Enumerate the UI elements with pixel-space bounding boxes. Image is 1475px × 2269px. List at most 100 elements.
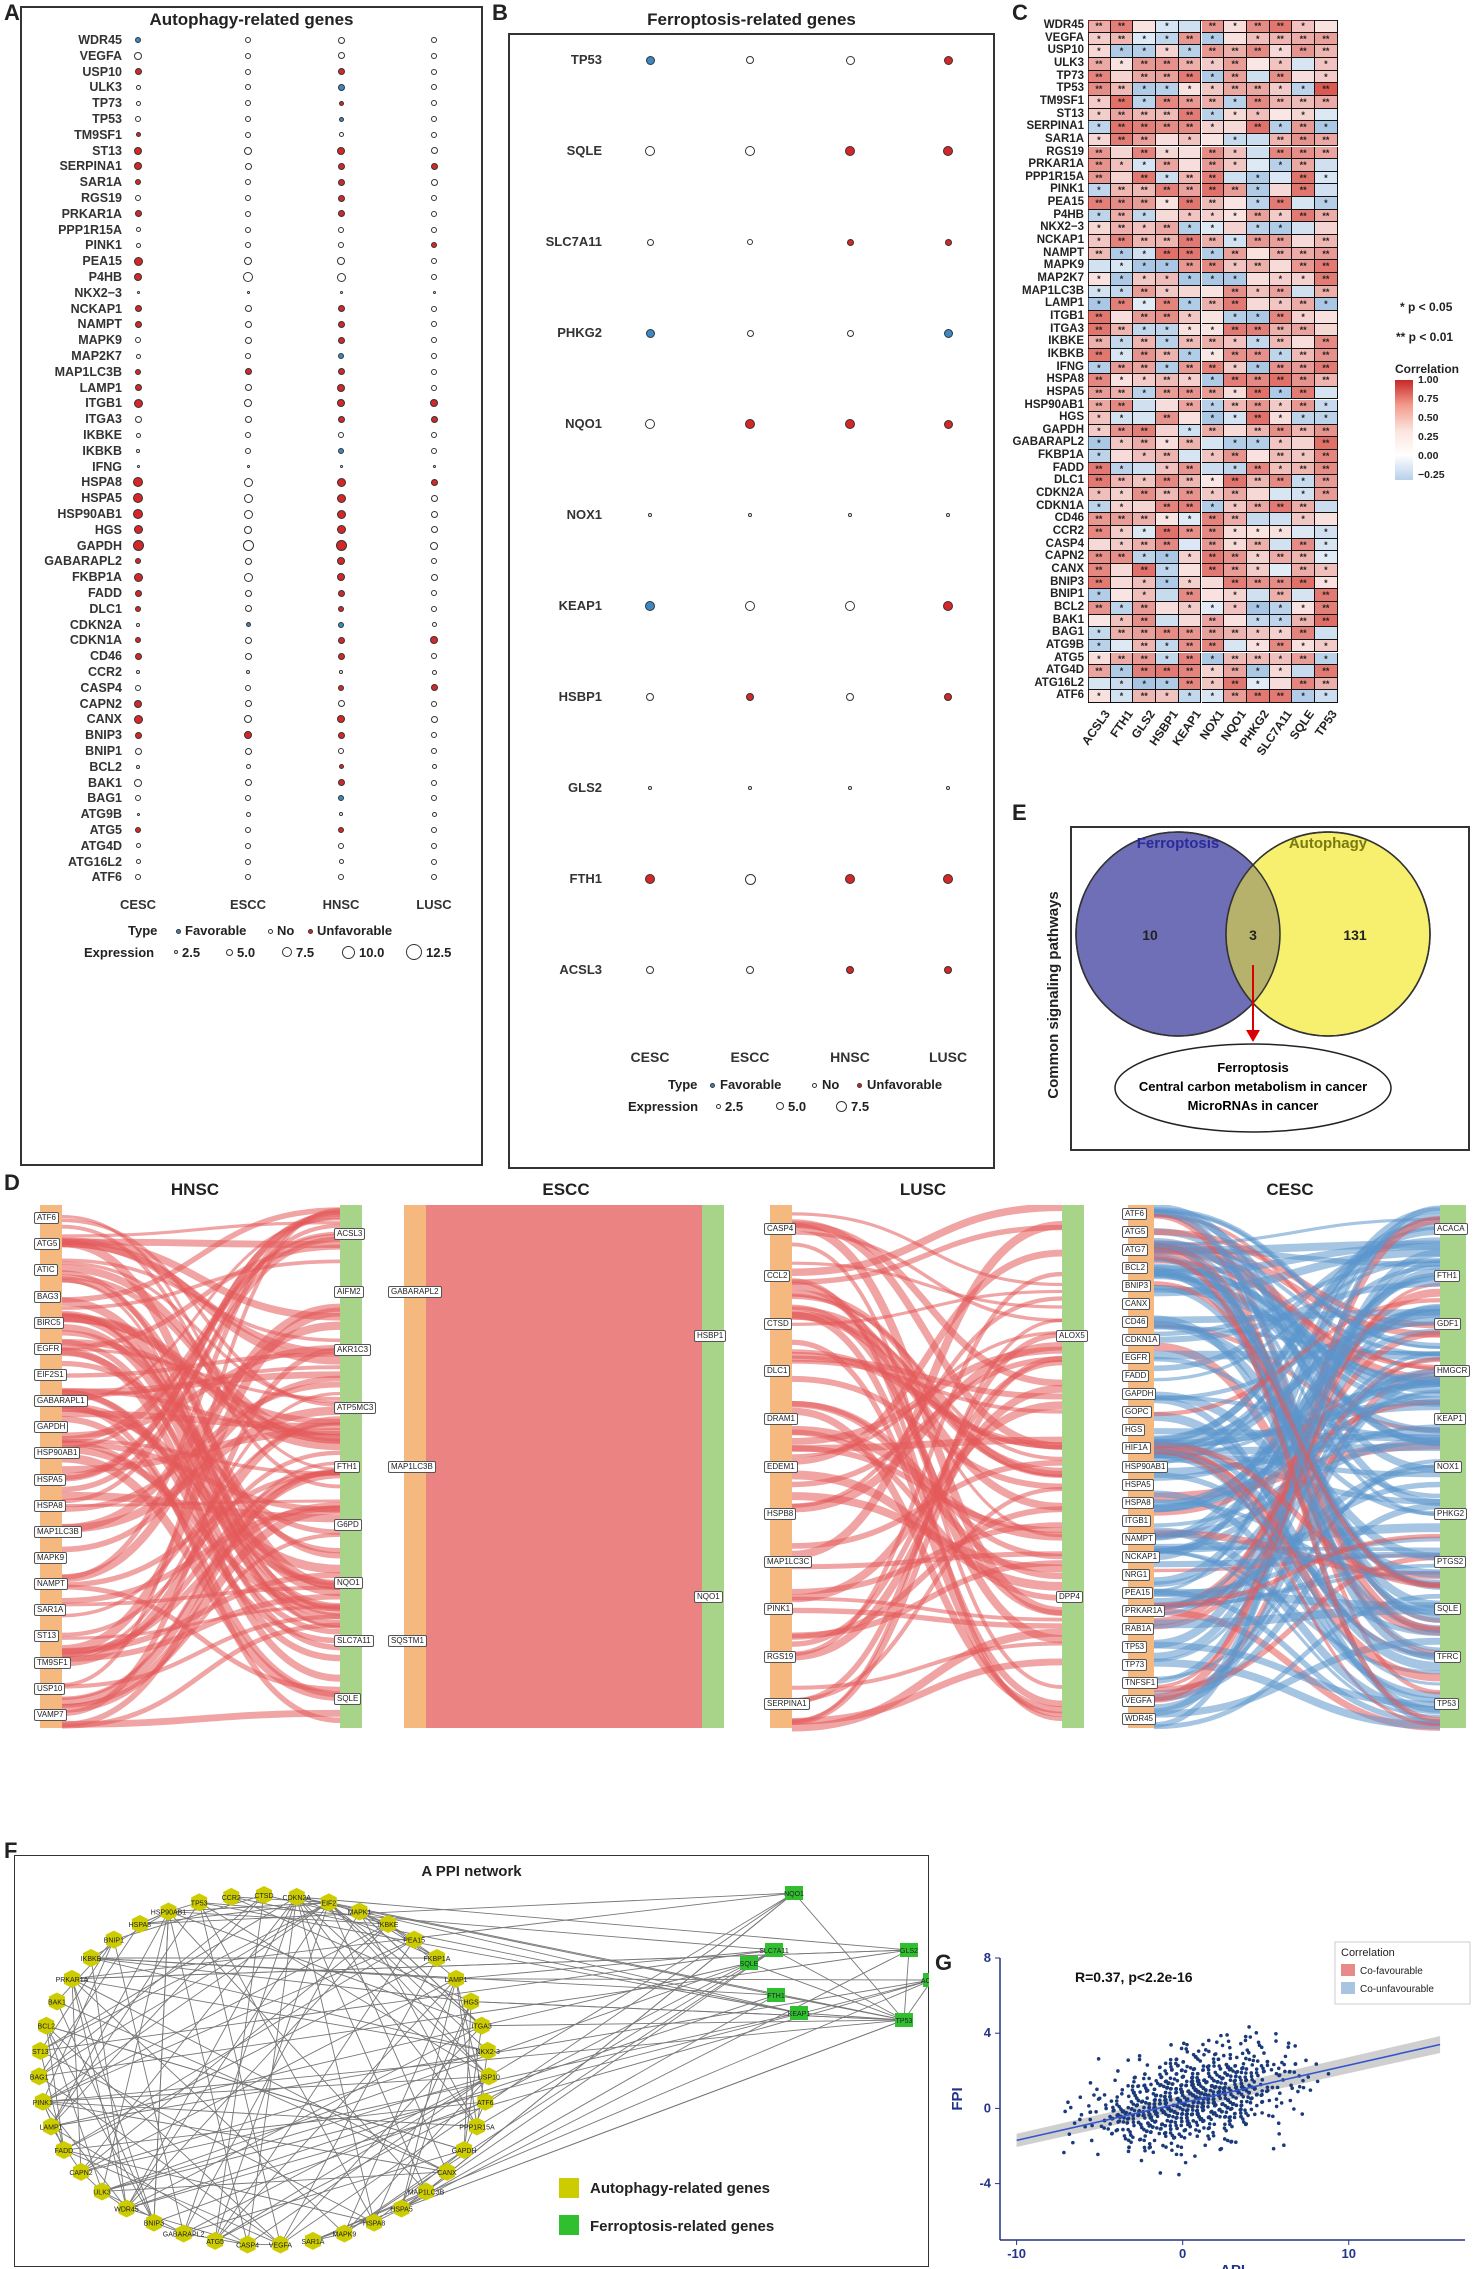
expression-dot [845,874,855,884]
heatmap-cell: ** [1088,247,1111,261]
sankey-flow [61,1403,341,1724]
ppi-edge [247,2076,490,2245]
heatmap-cell [1178,538,1202,552]
scatter-point [1206,2134,1210,2138]
autophagy-node [256,1886,272,1904]
heatmap-cell: * [1156,361,1179,375]
expression-dot [136,448,140,453]
sankey-flow [1153,1549,1441,1718]
scatter-point [1277,2073,1282,2077]
panel-e-venn: Common signaling pathways Ferroptosis Au… [1045,831,1431,1133]
scatter-point [1116,2112,1120,2117]
scatter-point [1182,2095,1187,2100]
scatter-point [1121,2109,1126,2113]
heatmap-cell: * [1156,563,1179,577]
ppi-edge [199,1901,775,1951]
gene-label: PRKAR1A [61,206,122,221]
scatter-point [1269,2067,1274,2072]
expression-dot [135,432,141,438]
expression-dot [337,194,345,202]
sankey-flow [791,1351,1063,1450]
autophagy-node [43,2117,60,2136]
heatmap-cell: ** [1178,399,1202,413]
sankey-left-label: ATF6 [1122,1208,1147,1221]
heatmap-cell: * [1246,108,1270,122]
gene-label: MAP1LC3B [54,364,122,379]
heatmap-cell: * [1315,652,1338,666]
heatmap-cell: * [1246,32,1270,46]
scatter-point [1137,2054,1142,2058]
expression-dot [431,811,437,817]
heatmap-cell: * [1315,171,1338,185]
heatmap-cell: ** [1292,677,1315,691]
venn-ylabel: Common signaling pathways [1045,891,1062,1099]
heatmap-cell: ** [1178,247,1202,261]
sankey-left-label: NAMPT [34,1578,68,1591]
gene-label: NCKAP1 [70,301,122,316]
autophagy-node [406,1930,423,1949]
autophagy-node-label: TP53 [191,1900,208,1907]
expression-dot [431,700,437,707]
sankey-flow [61,1215,341,1471]
scatter-point [1071,2140,1075,2145]
scatter-point [1087,2104,1091,2108]
sankey-left-label: VAMP7 [34,1708,67,1721]
scatter-point [1164,2071,1169,2076]
legend-type-item: Favorable [720,1077,782,1092]
heatmap-cell: * [1224,273,1247,286]
scatter-point [1179,2046,1184,2051]
ppi-edge [456,1978,929,1981]
scatter-point [1151,2150,1156,2155]
heatmap-cell: * [1133,209,1157,223]
scatter-point [1223,2103,1228,2108]
y-axis-label: FPI [949,2087,966,2110]
heatmap-cell: ** [1315,45,1338,58]
scatter-point [1237,2090,1241,2095]
ppi-edge [793,1892,905,2021]
heatmap-cell: * [1201,412,1225,425]
heatmap-cell: * [1315,57,1338,71]
ppi-edge [312,1980,929,2242]
autophagy-node-label: CASP4 [236,2243,259,2250]
colorbar-tick: 0.25 [1418,431,1439,443]
sankey-flow [1153,1305,1441,1541]
autophagy-node [479,2041,496,2060]
scatter-point [1168,2076,1173,2080]
expression-dot [244,384,252,392]
expression-dot [430,399,438,408]
expression-dot [133,256,143,266]
ppi-edge [455,1978,478,2127]
heatmap-cell: ** [1292,32,1315,46]
legend-type-item: Unfavorable [317,923,393,939]
sankey-flow [61,1585,341,1607]
expression-dot [134,146,142,155]
sankey-flow [61,1261,341,1404]
autophagy-node-label: MAPK1 [348,1910,372,1917]
legend-unfav-swatch [1341,1982,1355,1994]
sankey-left-label: CD46 [1122,1316,1149,1329]
expression-dot [135,132,141,138]
scatter-point [1145,2088,1150,2093]
heatmap-cell: ** [1201,95,1225,109]
scatter-point [1132,2108,1137,2113]
colorbar-tick: 0.75 [1418,393,1439,405]
expression-dot [645,55,655,65]
heatmap-cell [1088,260,1111,273]
scatter-point [1228,2052,1233,2057]
scatter-point [1114,2099,1119,2103]
heatmap-cell [1292,197,1315,210]
heatmap-cell: ** [1133,285,1157,299]
heatmap-cell: ** [1110,184,1134,198]
heatmap-cell: ** [1201,639,1225,653]
scatter-point [1224,2110,1229,2115]
heatmap-cell: * [1178,348,1202,362]
heatmap-cell [1110,639,1134,653]
expression-dot [245,68,251,75]
legend-type-item: No [277,923,295,939]
sankey-left-label: CCL2 [764,1270,791,1283]
ppi-edge [476,1949,775,2127]
ppi-edge [80,2050,488,2173]
scatter-point [1247,2057,1252,2062]
scatter-point [1169,2127,1173,2131]
heatmap-row-label: TM9SF1 [1039,94,1084,107]
